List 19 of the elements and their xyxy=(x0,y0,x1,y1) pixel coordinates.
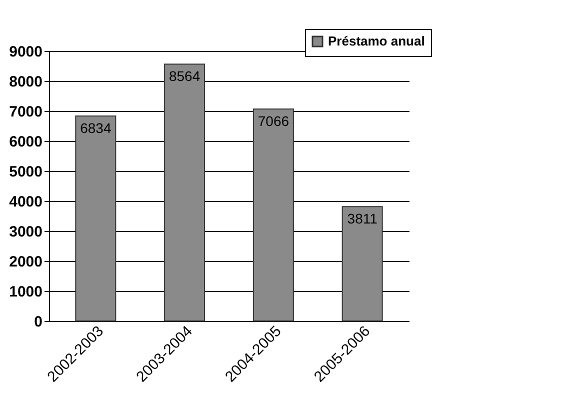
data-label: 3811 xyxy=(347,210,378,227)
data-label: 6834 xyxy=(80,120,112,136)
y-tick-label: 7000 xyxy=(9,104,42,120)
y-tick-label: 0 xyxy=(34,314,42,330)
y-tick-label: 5000 xyxy=(9,164,42,180)
data-label: 7066 xyxy=(258,113,290,130)
y-tick-label: 8000 xyxy=(9,74,42,90)
data-label: 8564 xyxy=(168,68,200,84)
y-tick-label: 9000 xyxy=(9,44,42,60)
y-tick-label: 1000 xyxy=(9,284,42,300)
y-tick-label: 6000 xyxy=(9,134,42,150)
y-tick-label: 2000 xyxy=(9,254,42,270)
bar xyxy=(342,206,383,322)
bar xyxy=(164,64,206,322)
y-tick-label: 3000 xyxy=(9,224,42,240)
bar xyxy=(252,108,294,322)
y-tick-label: 4000 xyxy=(9,194,42,210)
bar xyxy=(75,115,116,322)
legend-label: Préstamo anual xyxy=(328,34,425,48)
